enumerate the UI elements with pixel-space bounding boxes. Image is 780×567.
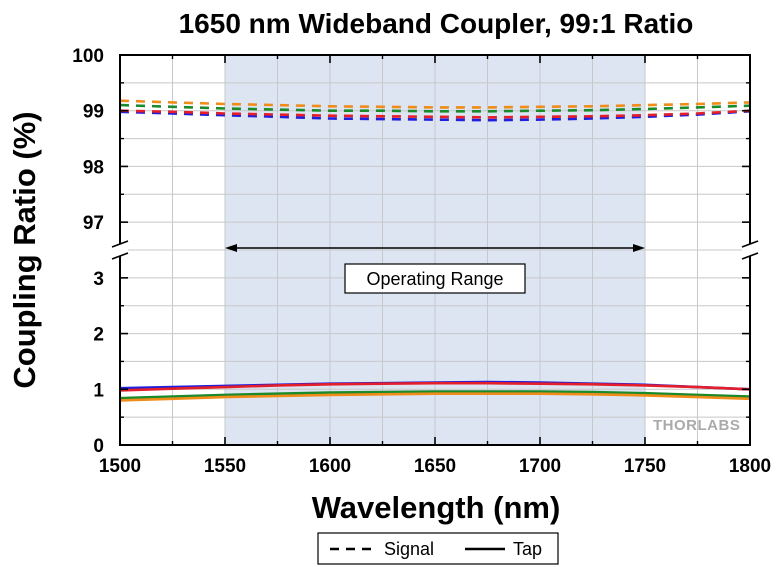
y-tick-label: 1 (93, 380, 104, 401)
operating-range-annotation: Operating Range (225, 244, 645, 294)
chart-title: 1650 nm Wideband Coupler, 99:1 Ratio (179, 8, 694, 39)
plot-area: Operating Range (111, 54, 759, 446)
tap-series-6 (119, 390, 751, 400)
y-axis-title: Coupling Ratio (%) (7, 111, 42, 388)
thorlabs-watermark: THORLABS (653, 417, 740, 434)
tap-series-7 (119, 392, 751, 402)
legend-box (317, 532, 559, 565)
axis-break-gap (742, 244, 758, 256)
x-tick-labels: 1500 1550 1600 1650 1700 1750 1800 (99, 456, 771, 477)
y-tick-label: 98 (83, 157, 104, 178)
x-tick-label: 1550 (204, 456, 246, 477)
y-tick-label: 0 (93, 436, 104, 457)
operating-range-label: Operating Range (366, 269, 503, 289)
axis-ticks (119, 54, 751, 446)
series-layer (119, 99, 751, 402)
x-tick-label: 1600 (309, 456, 351, 477)
x-tick-label: 1750 (624, 456, 666, 477)
axis-break-slash (111, 252, 129, 260)
y-tick-label: 3 (93, 269, 104, 290)
y-tick-label: 100 (72, 46, 104, 67)
watermark-text: THORLABS (653, 417, 740, 434)
x-axis-title: Wavelength (nm) (312, 490, 561, 525)
arrow-head-left (225, 244, 237, 252)
y-tick-label: 97 (83, 213, 104, 234)
x-tick-label: 1800 (729, 456, 771, 477)
arrow-head-right (633, 244, 645, 252)
y-tick-labels: 97 98 99 100 0 1 2 3 (72, 46, 104, 457)
y-tick-label: 99 (83, 102, 104, 123)
tap-series-5 (119, 381, 751, 392)
legend-tap-label: Tap (513, 539, 542, 559)
axis-break-slash (741, 252, 759, 260)
axis-break-slash (741, 240, 759, 248)
axis-break-gap (112, 244, 128, 256)
legend-signal-label: Signal (384, 539, 434, 559)
operating-range-label-box (344, 263, 526, 294)
axis-break-slash (111, 240, 129, 248)
gridlines (120, 55, 750, 445)
x-tick-label: 1500 (99, 456, 141, 477)
y-tick-label: 2 (93, 325, 104, 346)
x-tick-label: 1700 (519, 456, 561, 477)
legend: Signal Tap (317, 532, 559, 565)
y-axis-break (111, 240, 759, 260)
x-tick-label: 1650 (414, 456, 456, 477)
